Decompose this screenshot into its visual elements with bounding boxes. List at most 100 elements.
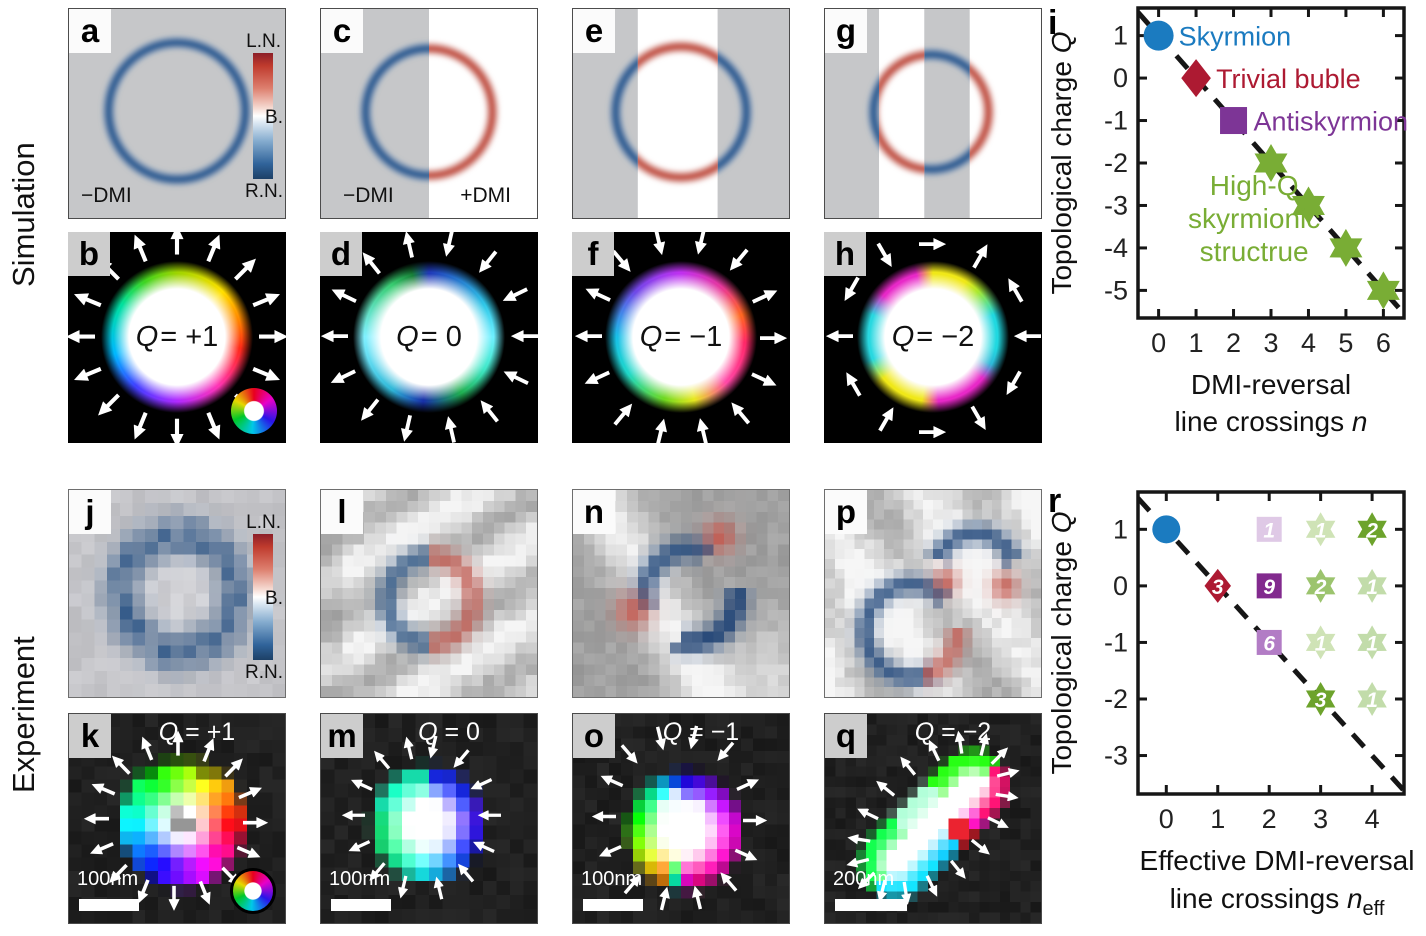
panel-b: b Q = +1	[65, 225, 289, 449]
experiment-label: Experiment	[6, 636, 41, 794]
magnetization-arrow-icon	[93, 390, 123, 420]
magnetization-arrow-icon	[734, 772, 761, 792]
magnetization-disc	[97, 257, 257, 417]
magnetization-arrow-icon	[651, 227, 669, 257]
magnetization-arrow-icon	[919, 237, 947, 250]
magnetization-arrow-icon	[839, 369, 864, 399]
magnetization-arrow-icon	[202, 410, 226, 443]
panel-n: n	[572, 489, 790, 698]
annotation-line: skyrmionic	[1188, 203, 1320, 234]
colorbar-label-rn: R.N.	[245, 662, 283, 683]
magnetization-arrow-icon	[328, 367, 359, 390]
y-tick-label: -1	[1104, 627, 1128, 657]
magnetization-arrow-icon	[894, 755, 917, 780]
magnetization-arrow-icon	[1002, 275, 1027, 305]
point-count: 6	[1263, 632, 1275, 655]
magnetization-arrow-icon	[651, 417, 669, 447]
magnetization-arrow-icon	[259, 330, 289, 344]
magnetization-arrow-icon	[760, 331, 788, 344]
magnetization-arrow-icon	[196, 879, 216, 907]
magnetization-arrow-icon	[328, 284, 359, 307]
annotation-line: structrue	[1200, 236, 1309, 267]
scale-bar-label: 100nm	[329, 868, 391, 890]
data-point-star	[1357, 512, 1387, 547]
x-axis-label-line1: Effective DMI-reversal	[1140, 845, 1415, 876]
panel-e-image	[573, 9, 789, 218]
magnetization-disc	[601, 257, 761, 417]
magnetization-arrow-icon	[750, 283, 781, 306]
point-count: 1	[1366, 689, 1378, 712]
magnetization-arrow-icon	[692, 227, 710, 257]
data-point-star	[1357, 682, 1387, 716]
x-axis-label-line2: line crossings neff	[1170, 883, 1385, 920]
magnetization-arrow-icon	[236, 841, 264, 862]
data-point-star	[1305, 625, 1336, 660]
data-point-star	[1357, 625, 1387, 660]
point-count: 1	[1315, 632, 1327, 655]
scale-bar	[583, 899, 643, 911]
point-count: 1	[1366, 632, 1378, 655]
magnetization-arrow-icon	[619, 869, 644, 895]
topological-charge-label: Q = 0	[396, 321, 462, 353]
magnetization-arrow-icon	[574, 330, 602, 343]
magnetization-arrow-icon	[986, 741, 1010, 765]
panel-a: a −DMI L.N. B. R.N.	[68, 8, 286, 219]
x-tick-label: 5	[1338, 328, 1353, 358]
panel-o-letter: o	[573, 714, 615, 758]
magnetization-arrow-icon	[845, 834, 871, 849]
x-tick-label: 0	[1151, 328, 1166, 358]
point-count: 3	[1315, 689, 1327, 712]
magnetization-arrow-icon	[825, 330, 853, 343]
magnetization-arrow-icon	[106, 753, 132, 780]
x-tick-label: 2	[1262, 804, 1277, 834]
magnetization-arrow-icon	[921, 738, 941, 764]
magnetization-arrow-icon	[950, 730, 965, 755]
magnetization-arrow-icon	[477, 810, 501, 824]
x-tick-label: 3	[1313, 804, 1328, 834]
panel-g: g	[824, 8, 1042, 219]
y-tick-label: 0	[1113, 63, 1128, 93]
y-axis-label: Topological charge Q	[1046, 31, 1077, 294]
data-point-star	[1305, 512, 1336, 547]
magnetization-arrow-icon	[734, 843, 761, 863]
magnetization-arrow-icon	[475, 397, 502, 427]
topological-charge-label: Q = +1	[158, 718, 236, 746]
magnetization-arrow-icon	[845, 858, 871, 874]
colorbar-label-b: B.	[265, 107, 283, 128]
y-tick-label: 0	[1113, 571, 1128, 601]
magnetization-arrow-icon	[725, 398, 752, 427]
x-tick-label: 4	[1301, 328, 1316, 358]
panel-h: h Q = −2	[824, 232, 1042, 443]
magnetization-arrow-icon	[688, 725, 705, 752]
x-tick-label: 4	[1365, 804, 1380, 834]
magnetization-arrow-icon	[597, 772, 624, 792]
point-count: 3	[1212, 576, 1224, 599]
magnetization-arrow-icon	[968, 403, 993, 433]
magnetization-arrow-icon	[853, 806, 879, 826]
data-point-square	[1256, 573, 1282, 599]
magnetization-arrow-icon	[839, 275, 864, 305]
panel-c-letter: c	[321, 9, 363, 53]
magnetization-arrow-icon	[609, 246, 636, 275]
point-label: Trivial buble	[1216, 64, 1361, 94]
magnetization-arrow-icon	[202, 231, 226, 264]
panel-e: e	[572, 8, 790, 219]
magnetization-arrow-icon	[725, 246, 752, 275]
scale-bar	[79, 899, 139, 911]
panel-r-letter: r	[1048, 482, 1062, 520]
color-wheel-icon	[230, 868, 276, 914]
x-tick-label: 0	[1159, 804, 1174, 834]
magnetization-arrow-icon	[441, 415, 459, 445]
magnetization-arrow-icon	[128, 410, 152, 443]
point-count: 2	[1314, 576, 1327, 599]
panel-q: q Q = −2 200nm	[824, 713, 1042, 924]
y-tick-label: -2	[1104, 684, 1128, 714]
magnetization-arrow-icon	[356, 248, 383, 278]
magnetization-arrow-icon	[243, 815, 269, 829]
magnetization-arrow-icon	[428, 875, 444, 901]
magnetization-arrow-icon	[919, 425, 947, 438]
magnetization-arrow-icon	[949, 856, 972, 881]
magnetization-arrow-icon	[250, 362, 283, 386]
data-point-star	[1254, 144, 1288, 182]
y-tick-label: 1	[1113, 514, 1128, 544]
